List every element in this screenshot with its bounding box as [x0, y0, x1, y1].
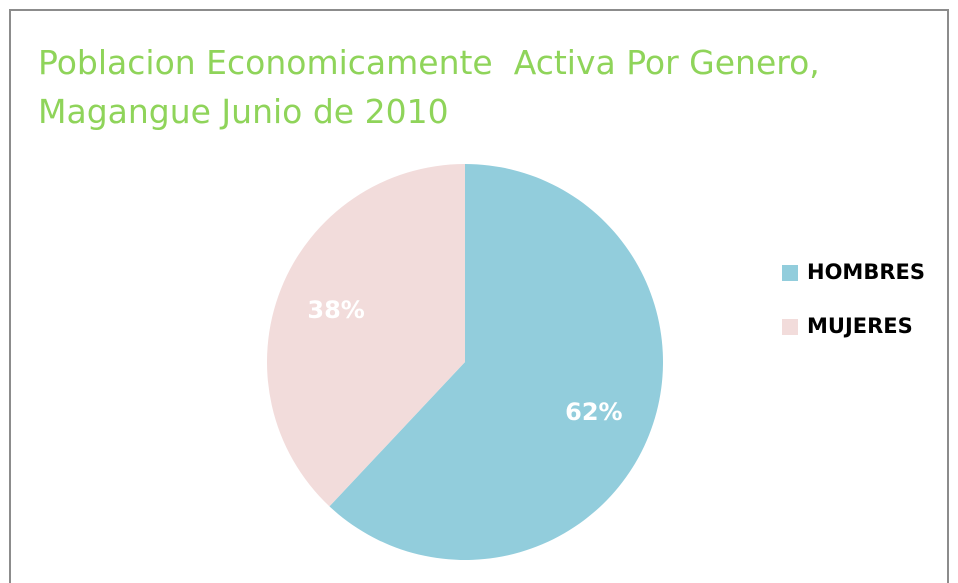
data-label: 62% [565, 398, 622, 426]
pie-slice [329, 164, 664, 560]
legend-swatch [782, 265, 798, 281]
legend-swatch [782, 319, 798, 335]
chart-frame [9, 9, 949, 583]
data-label: 38% [307, 296, 364, 324]
legend-label: MUJERES [807, 314, 913, 338]
legend-label: HOMBRES [807, 260, 925, 284]
chart-title: Poblacion Economicamente Activa Por Gene… [38, 43, 820, 131]
pie-slice [267, 164, 465, 507]
